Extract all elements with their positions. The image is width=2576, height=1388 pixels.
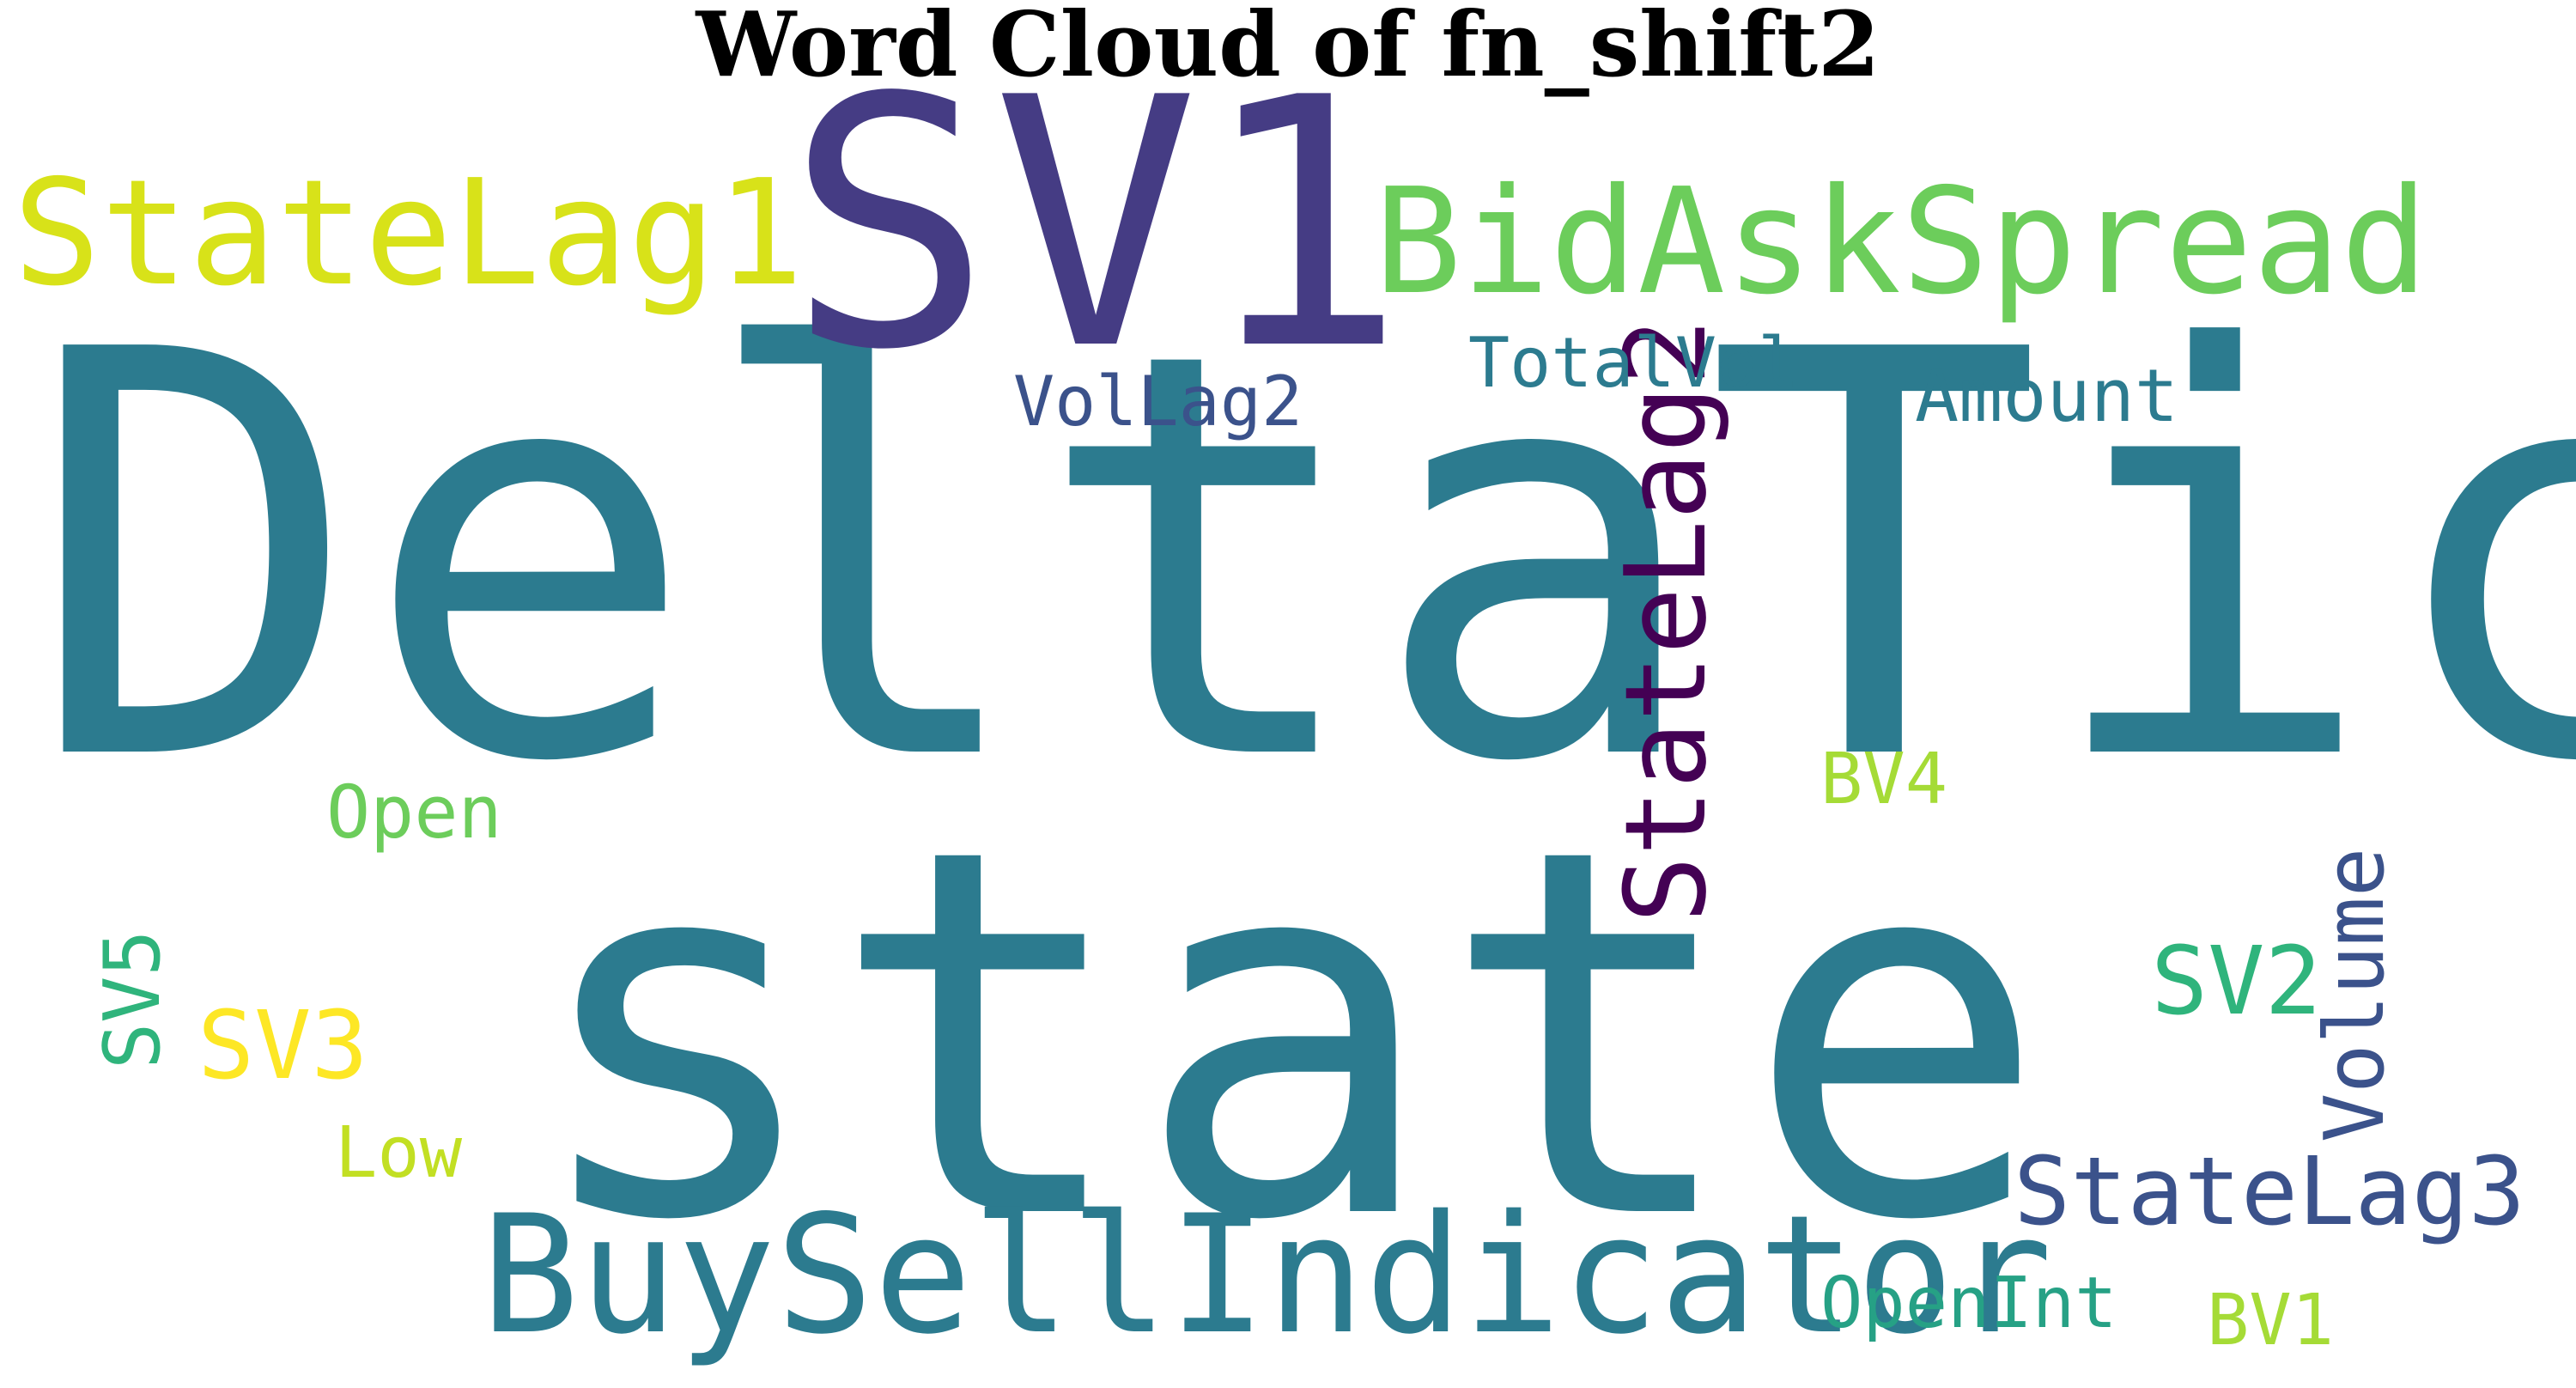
word-volume: Volume — [2308, 848, 2403, 1142]
word-bv1: BV1 — [2207, 1280, 2334, 1361]
word-low: Low — [335, 1112, 463, 1194]
word-amount: Amount — [1915, 354, 2178, 439]
word-openint: OpenInt — [1820, 1263, 2117, 1344]
word-bv4: BV4 — [1820, 739, 1947, 820]
word-bidaskspread: BidAskSpread — [1374, 157, 2428, 327]
word-statelag3: StateLag3 — [2014, 1136, 2525, 1246]
word-vollag2: VolLag2 — [1013, 362, 1303, 441]
word-sv1: SV1 — [786, 26, 1406, 425]
word-statelag2: StateLag2 — [1601, 319, 1731, 923]
word-statelag1: StateLag1 — [13, 149, 804, 319]
word-buysellindicator: BuySellIndicator — [481, 1180, 2052, 1370]
word-state: state — [524, 741, 2049, 1331]
word-open: Open — [326, 770, 502, 855]
word-sv2: SV2 — [2151, 926, 2322, 1036]
word-totalvol: TotalVol — [1468, 323, 1799, 403]
chart-title: Word Cloud of fn_shift2 — [696, 0, 1880, 97]
word-deltatick: DeltaTick — [26, 234, 2576, 884]
word-sv5: SV5 — [88, 929, 178, 1069]
word-sv3: SV3 — [197, 990, 368, 1100]
